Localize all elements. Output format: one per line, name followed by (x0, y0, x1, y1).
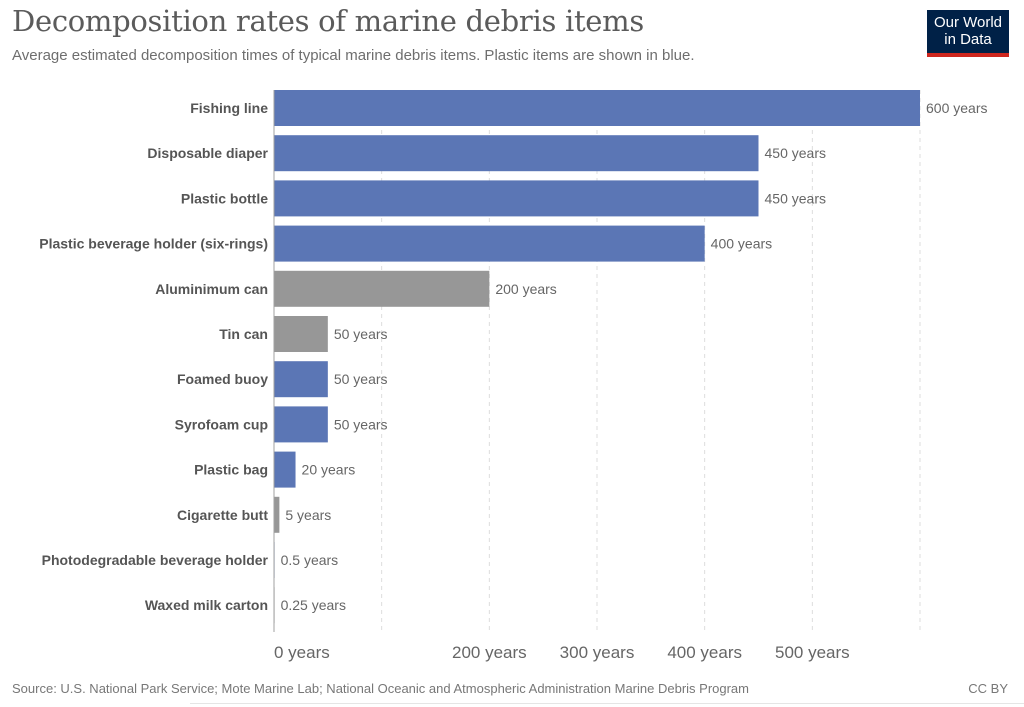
category-label: Disposable diaper (147, 145, 268, 161)
category-label: Fishing line (190, 100, 268, 116)
value-label: 400 years (711, 236, 772, 252)
bar (274, 361, 328, 398)
x-axis-ticks: 0 years 200 years 300 years 400 years 500 ye… (274, 643, 850, 662)
bar (274, 90, 920, 126)
category-labels: Fishing line Disposable diaper Plastic bot… (39, 100, 268, 613)
value-label: 200 years (495, 281, 556, 297)
footer-divider (190, 703, 1024, 704)
owid-logo[interactable]: Our World in Data (927, 10, 1009, 57)
category-label: Tin can (219, 326, 268, 342)
category-label: Syrofoam cup (175, 416, 268, 432)
value-label: 50 years (334, 371, 388, 387)
value-label: 0.5 years (281, 552, 339, 568)
license-link[interactable]: CC BY (968, 681, 1008, 696)
value-labels: 600 years 450 years 450 years 400 years 200 … (281, 100, 988, 613)
category-label: Photodegradable beverage holder (42, 552, 269, 568)
source-note: Source: U.S. National Park Service; Mote… (12, 681, 749, 696)
value-label: 0.25 years (281, 597, 346, 613)
value-label: 20 years (302, 462, 356, 478)
value-label: 450 years (765, 145, 826, 161)
bar (274, 180, 759, 217)
x-tick-label: 400 years (667, 643, 742, 662)
value-label: 50 years (334, 326, 388, 342)
category-label: Cigarette butt (177, 507, 268, 523)
bar (274, 225, 705, 262)
bars (274, 90, 920, 624)
logo-accent-bar (927, 53, 1009, 57)
category-label: Waxed milk carton (145, 597, 268, 613)
bar (274, 406, 328, 443)
bar (274, 496, 280, 533)
gridlines (381, 90, 921, 632)
x-tick-label: 500 years (775, 643, 850, 662)
x-tick-label: 300 years (560, 643, 635, 662)
value-label: 5 years (285, 507, 331, 523)
chart-subtitle: Average estimated decomposition times of… (12, 47, 695, 64)
value-label: 450 years (765, 190, 826, 206)
bar (274, 270, 490, 307)
category-label: Plastic bag (194, 462, 268, 478)
value-label: 50 years (334, 416, 388, 432)
x-tick-label: 0 years (274, 643, 330, 662)
logo-line-2: in Data (944, 31, 992, 48)
value-label: 600 years (926, 100, 987, 116)
logo-line-1: Our World (933, 14, 1003, 31)
bar (274, 316, 328, 352)
category-label: Aluminimum can (155, 281, 268, 297)
bar (274, 451, 296, 488)
chart-title: Decomposition rates of marine debris ite… (12, 4, 644, 38)
category-label: Plastic bottle (181, 190, 268, 206)
category-label: Plastic beverage holder (six-rings) (39, 236, 268, 252)
x-tick-label: 200 years (452, 643, 527, 662)
bar (274, 135, 759, 172)
category-label: Foamed buoy (177, 371, 268, 387)
